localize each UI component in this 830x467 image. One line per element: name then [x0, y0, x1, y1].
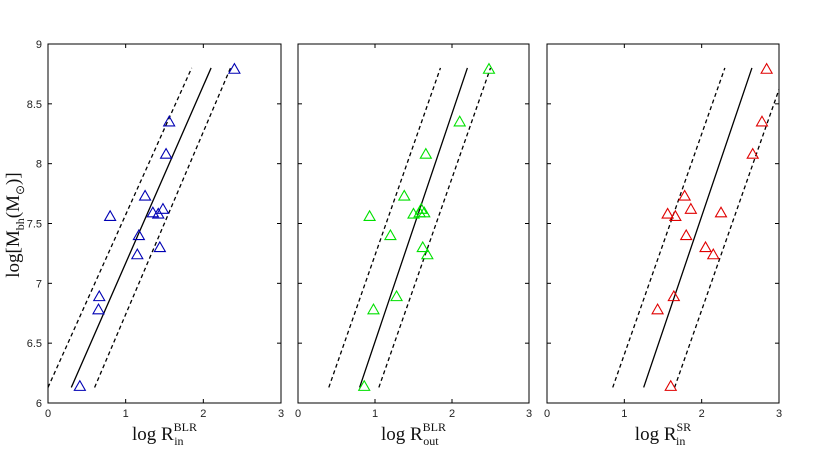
x-tick-label: 1 [372, 408, 378, 420]
x-tick-label: 2 [200, 408, 206, 420]
y-tick-label: 8 [36, 159, 42, 171]
data-point [760, 62, 774, 74]
data-point [453, 115, 467, 127]
y-axis-label: log[Mbh(M⊙)] [3, 172, 27, 277]
y-tick-label: 8.5 [27, 99, 42, 111]
fit-line [70, 67, 212, 388]
data-point [92, 303, 105, 315]
data-point [699, 240, 712, 253]
data-point [357, 379, 371, 391]
fit-line [643, 67, 753, 388]
data-point [92, 289, 106, 302]
y-tick-label: 6 [36, 398, 42, 410]
data-point [668, 209, 682, 221]
data-point [156, 202, 170, 214]
y-tick-label: 6.5 [27, 338, 42, 350]
data-point [103, 209, 117, 221]
data-point [138, 189, 152, 201]
data-point [73, 379, 87, 391]
data-point [416, 240, 430, 253]
data-point [684, 202, 698, 214]
y-tick-label: 7.5 [27, 219, 42, 231]
data-point [661, 207, 675, 219]
x-tick-label: 0 [295, 408, 301, 420]
y-tick-label: 9 [36, 39, 42, 51]
scatter-bound-line [328, 67, 442, 388]
x-tick-label: 2 [449, 408, 455, 420]
data-point [482, 62, 496, 74]
data-point [397, 189, 411, 201]
data-point [755, 115, 769, 127]
data-point [363, 209, 377, 221]
y-tick-label: 7 [36, 278, 42, 290]
x-axis-label: log RSR in [635, 420, 691, 448]
data-point [162, 115, 176, 127]
data-point [664, 379, 678, 391]
x-axis-label: log RBLR in [132, 420, 197, 448]
data-point [651, 303, 665, 315]
data-point [746, 147, 760, 159]
data-point [714, 206, 728, 218]
data-point [417, 206, 431, 218]
scatter-bound-line [673, 89, 780, 388]
data-point [383, 228, 397, 241]
data-point [132, 228, 146, 241]
scatter-bound-line [94, 67, 232, 388]
data-point [706, 248, 720, 260]
data-point [678, 189, 692, 201]
x-tick-label: 0 [544, 408, 550, 420]
plot-frame [546, 43, 780, 404]
data-point [679, 228, 693, 241]
panel-rin-sr: 0 1 2 3 log RSR in [544, 43, 782, 448]
scatter-bound-line [612, 67, 726, 388]
panel-rout-blr: 0 1 2 3 log RBLR out [295, 43, 532, 448]
panel-rin-blr: 0 1 2 3 6 6.5 7 7.5 8 8.5 9 log RBLR in [27, 39, 284, 448]
data-point [159, 147, 173, 159]
data-point [367, 303, 380, 315]
data-point [153, 240, 167, 253]
x-tick-label: 3 [776, 408, 782, 420]
data-point [419, 147, 433, 159]
x-tick-label: 0 [45, 408, 51, 420]
x-tick-label: 1 [621, 408, 627, 420]
data-point [130, 248, 144, 260]
plot-frame [297, 43, 530, 404]
x-tick-label: 1 [123, 408, 129, 420]
data-point [390, 289, 404, 302]
scatter-bound-line [378, 67, 492, 388]
data-point [667, 289, 681, 302]
x-axis-label: log RBLR out [381, 420, 446, 448]
data-point [420, 248, 434, 260]
scatter-bound-line [47, 67, 193, 388]
data-point [227, 62, 241, 74]
x-tick-label: 2 [699, 408, 705, 420]
x-tick-label: 3 [278, 408, 284, 420]
fit-line [358, 67, 469, 388]
x-tick-label: 3 [526, 408, 532, 420]
